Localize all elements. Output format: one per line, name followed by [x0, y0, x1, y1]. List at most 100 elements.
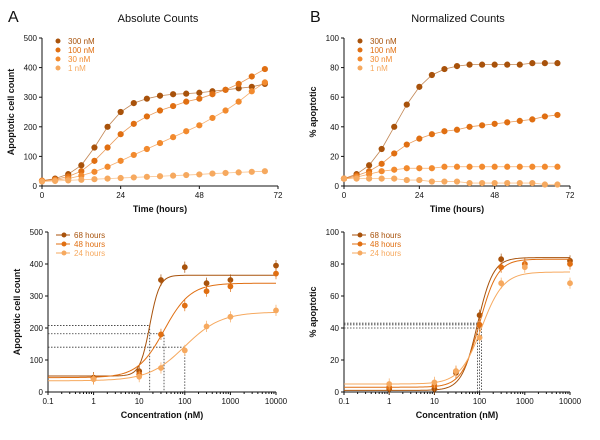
data-point [541, 113, 548, 120]
data-point [391, 175, 398, 182]
data-point [378, 175, 385, 182]
data-point [567, 280, 573, 287]
x-tick-label: 48 [195, 191, 204, 200]
data-point [416, 83, 423, 90]
series-line-300-nm [41, 83, 265, 182]
y-tick-label: 60 [330, 93, 339, 102]
data-point [529, 179, 536, 187]
data-point [52, 177, 59, 185]
y-tick-label: 40 [330, 123, 339, 132]
data-point [441, 163, 448, 170]
data-point [261, 79, 268, 86]
y-tick-label: 100 [24, 152, 38, 161]
data-point [366, 162, 373, 169]
data-point [416, 135, 423, 142]
data-point [156, 92, 164, 99]
data-point [130, 100, 137, 107]
legend-label: 30 nM [370, 55, 393, 64]
panel-b-title: Normalized Counts [411, 13, 505, 25]
data-point [273, 262, 279, 269]
data-point [403, 101, 410, 108]
data-point [476, 321, 483, 328]
data-point [117, 157, 124, 164]
data-point [428, 165, 435, 172]
data-point [403, 141, 410, 148]
legend-label: 68 hours [74, 231, 105, 240]
data-point [378, 145, 385, 153]
data-point [261, 65, 268, 73]
data-point [441, 65, 448, 73]
data-point [391, 166, 398, 173]
data-point [227, 313, 234, 320]
data-point [491, 120, 498, 127]
legend-label: 1 nM [370, 64, 388, 73]
data-point [504, 179, 511, 187]
data-point [479, 61, 486, 68]
data-point [498, 256, 505, 263]
legend-marker [61, 232, 67, 238]
series-68-hours [344, 253, 573, 395]
series-line-300-nm [343, 62, 558, 179]
data-point [158, 331, 164, 338]
ec50-guide-line [344, 322, 478, 392]
data-point [136, 373, 143, 380]
data-point [90, 376, 97, 383]
x-tick-label: 0 [342, 191, 347, 200]
data-point [441, 178, 448, 185]
legend-label: 100 nM [68, 46, 95, 55]
data-point [222, 86, 229, 93]
y-tick-label: 100 [326, 228, 340, 237]
data-point [91, 168, 98, 175]
data-point [196, 122, 203, 129]
data-point [65, 177, 72, 184]
data-point [567, 261, 573, 267]
x-tick-label: 10000 [559, 397, 582, 406]
data-point [203, 288, 210, 295]
data-point [158, 277, 164, 283]
chart-dose-response-counts: 0 100 200 300 400 500 0.1 1 10 100 1000 10000 Concen… [12, 228, 288, 420]
data-point [466, 123, 473, 130]
data-point [554, 60, 561, 67]
data-point [104, 144, 111, 151]
x-tick-label: 1000 [222, 397, 240, 406]
ec50-guide-line [48, 346, 186, 392]
ec50-guide-line [48, 325, 151, 392]
data-point [403, 176, 410, 184]
data-point [378, 160, 385, 167]
data-point [143, 113, 150, 120]
x-axis-label: Concentration (nM) [121, 410, 204, 420]
data-point [428, 178, 435, 185]
data-point [273, 307, 279, 314]
x-tick-label: 10000 [265, 397, 288, 406]
legend-label: 1 nM [68, 64, 86, 73]
ec50-guide-line [344, 324, 481, 392]
data-point [453, 368, 459, 375]
data-point [498, 280, 505, 287]
legend-marker [55, 65, 61, 71]
legend-marker [55, 47, 61, 53]
data-point [78, 176, 85, 183]
data-point [235, 80, 242, 87]
panel-a-letter: A [8, 9, 19, 26]
data-point [117, 131, 124, 138]
y-tick-label: 400 [30, 260, 44, 269]
y-tick-label: 20 [330, 152, 339, 161]
y-tick-label: 80 [330, 260, 339, 269]
data-point [143, 95, 150, 102]
x-tick-label: 0.1 [338, 397, 350, 406]
data-point [183, 98, 190, 105]
data-point [479, 163, 486, 170]
data-point [183, 128, 190, 135]
data-point [130, 120, 137, 127]
data-point [504, 119, 511, 126]
data-point [130, 174, 137, 181]
data-point [170, 172, 177, 179]
data-point [403, 165, 410, 172]
series-24-hours [47, 304, 279, 385]
data-point [516, 61, 523, 68]
data-point [491, 61, 498, 68]
x-tick-label: 1 [91, 397, 96, 406]
y-axis-label: Apoptotic cell count [6, 69, 16, 156]
